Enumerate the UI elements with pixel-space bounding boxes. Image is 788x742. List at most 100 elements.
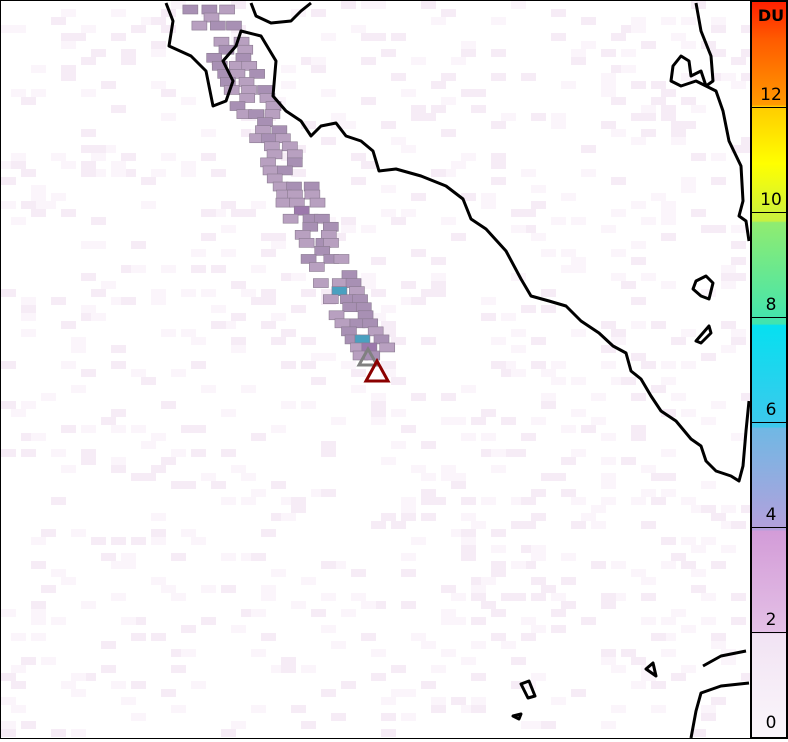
background-cell <box>541 393 556 401</box>
background-cell <box>731 433 746 441</box>
background-cell <box>571 257 586 265</box>
plume-cell <box>275 133 291 144</box>
background-cell <box>561 249 576 257</box>
background-cell <box>201 209 216 217</box>
plume-cell <box>255 125 271 135</box>
background-cell <box>601 73 616 81</box>
background-cell <box>241 609 256 617</box>
background-cell <box>531 721 546 729</box>
background-cell <box>361 633 376 641</box>
plume-cell <box>357 310 374 321</box>
background-cell <box>341 217 356 225</box>
background-cell <box>521 521 536 529</box>
background-cell <box>151 169 166 177</box>
background-cell <box>501 417 516 425</box>
background-cell <box>21 97 36 105</box>
background-cell <box>71 385 86 393</box>
background-cell <box>701 505 716 513</box>
background-cell <box>471 585 486 593</box>
background-cell <box>361 281 376 289</box>
background-cell <box>671 673 686 681</box>
background-cell <box>701 537 716 545</box>
background-cell <box>141 441 156 449</box>
background-cell <box>21 201 36 209</box>
plume-cell <box>294 230 311 240</box>
background-cell <box>31 433 46 441</box>
background-cell <box>561 601 576 609</box>
background-cell <box>91 169 106 177</box>
background-cell <box>741 25 756 33</box>
background-cell <box>141 201 156 209</box>
background-cell <box>31 601 46 609</box>
background-cell <box>381 305 396 313</box>
background-cell <box>381 513 396 521</box>
background-cell <box>511 593 526 601</box>
background-cell <box>241 553 256 561</box>
background-cell <box>1 25 16 33</box>
background-cell <box>461 657 476 665</box>
background-cell <box>581 169 596 177</box>
background-cell <box>151 633 166 641</box>
background-cell <box>361 225 376 233</box>
background-cell <box>161 329 176 337</box>
background-cell <box>601 649 616 657</box>
background-cell <box>691 153 706 161</box>
background-cell <box>661 361 676 369</box>
background-cell <box>561 577 576 585</box>
background-cell <box>241 209 256 217</box>
background-cell <box>661 537 676 545</box>
background-cell <box>301 337 316 345</box>
background-cell <box>371 649 386 657</box>
plume-cell <box>257 117 273 127</box>
plume-cell <box>182 4 199 15</box>
background-cell <box>81 25 96 33</box>
map-canvas <box>1 1 756 739</box>
background-cell <box>571 57 586 65</box>
background-cell <box>81 305 96 313</box>
background-cell <box>731 225 746 233</box>
background-cell <box>711 401 726 409</box>
background-cell <box>241 129 256 137</box>
background-cell <box>281 273 296 281</box>
background-cell <box>221 497 236 505</box>
background-cell <box>501 641 516 649</box>
background-cell <box>551 33 566 41</box>
background-cell <box>531 545 546 553</box>
background-cell <box>151 17 166 25</box>
background-cell <box>481 313 496 321</box>
background-cell <box>611 337 626 345</box>
background-cell <box>491 17 506 25</box>
background-cell <box>651 705 666 713</box>
background-cell <box>471 521 486 529</box>
background-cell <box>711 513 726 521</box>
background-cell <box>731 81 746 89</box>
background-cell <box>251 609 266 617</box>
plume-cell <box>309 197 326 208</box>
background-cell <box>131 241 146 249</box>
background-cell <box>711 49 726 57</box>
background-cell <box>561 489 576 497</box>
background-cell <box>301 577 316 585</box>
background-cell <box>251 201 266 209</box>
background-cell <box>71 673 86 681</box>
background-cell <box>171 665 186 673</box>
background-cell <box>111 33 126 41</box>
background-cell <box>631 497 646 505</box>
background-cell <box>321 625 336 633</box>
background-cell <box>171 449 186 457</box>
plume-cell <box>323 294 339 304</box>
background-cell <box>561 425 576 433</box>
background-cell <box>221 585 236 593</box>
background-cell <box>461 193 476 201</box>
background-cell <box>681 625 696 633</box>
background-cell <box>701 705 716 713</box>
background-cell <box>201 289 216 297</box>
background-cell <box>1 673 16 681</box>
background-cell <box>491 561 506 569</box>
background-cell <box>501 361 516 369</box>
background-cell <box>311 65 326 73</box>
background-cell <box>321 89 336 97</box>
background-cell <box>461 385 476 393</box>
background-cell <box>101 81 116 89</box>
background-cell <box>61 361 76 369</box>
